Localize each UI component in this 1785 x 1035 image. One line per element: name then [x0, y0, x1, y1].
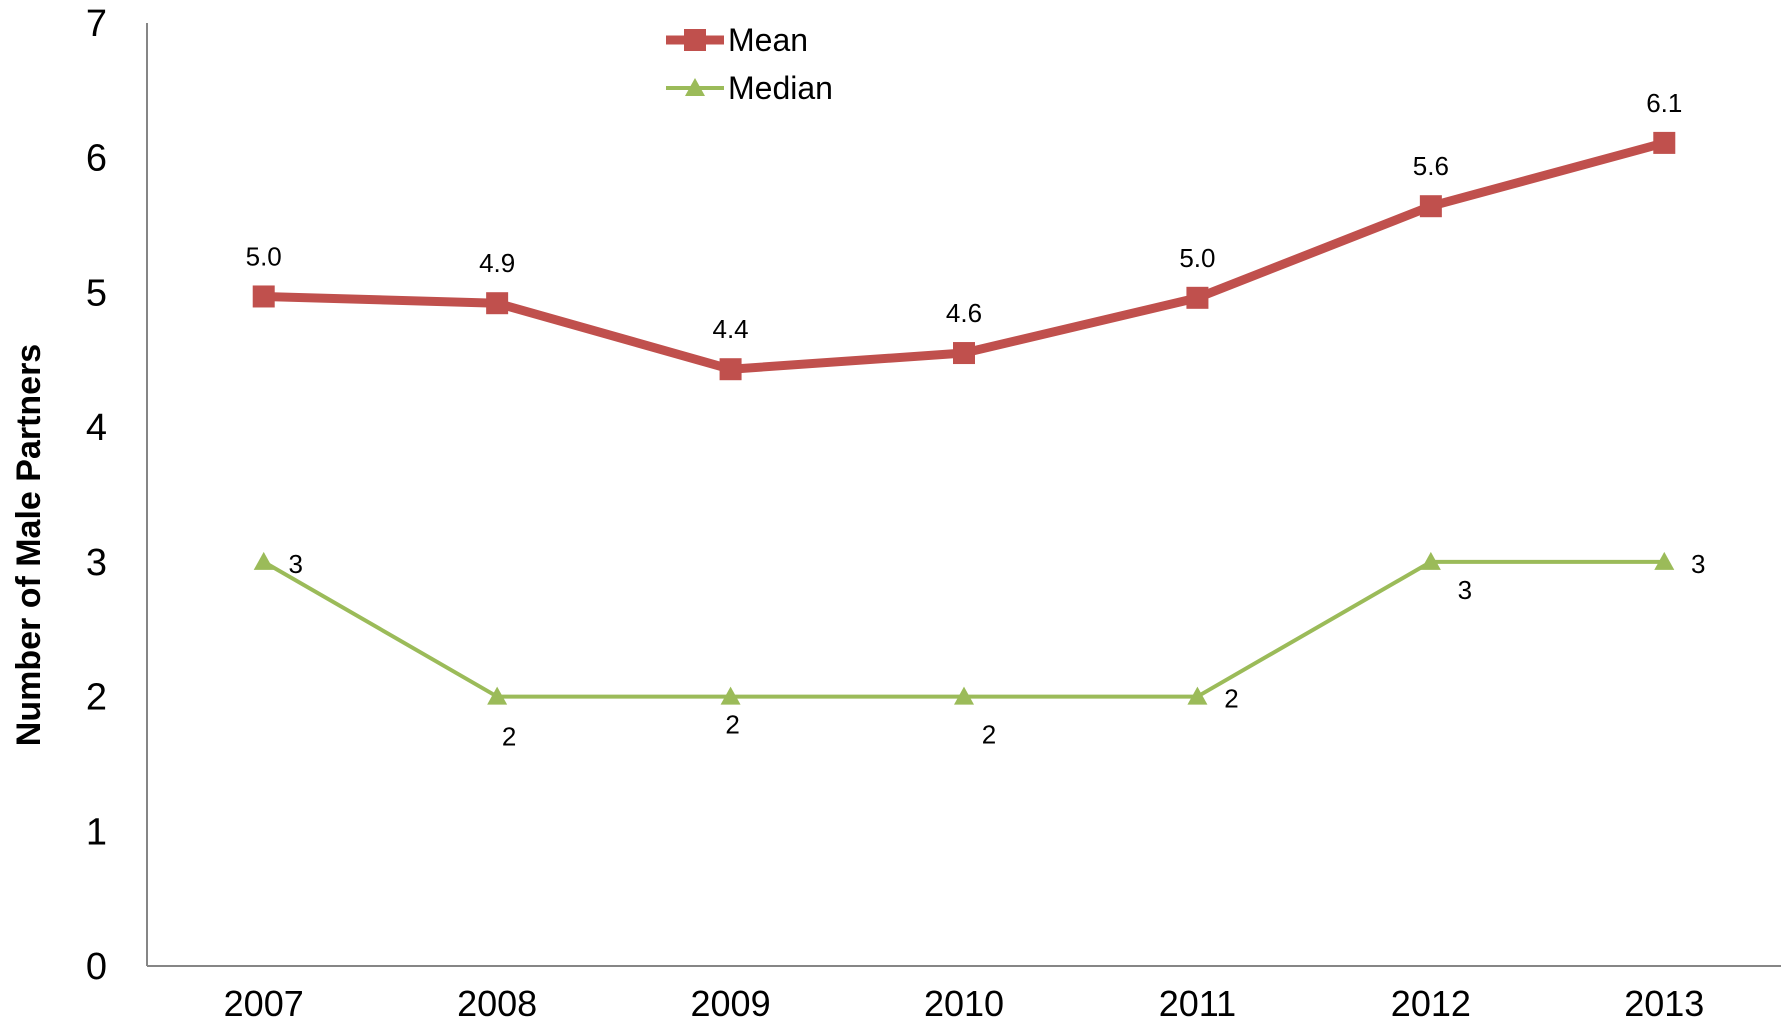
series-mean: 5.0 4.9 4.4 4.6 5.0 5.6 6.1: [246, 88, 1682, 381]
y-tick-label: 7: [86, 3, 107, 45]
x-tick-label: 2011: [1159, 983, 1236, 1024]
data-label: 3: [288, 549, 302, 579]
data-point-mean: [1186, 286, 1209, 309]
series-median: 3 2 2 2 2 3 3: [253, 549, 1706, 752]
legend-label: Mean: [728, 22, 808, 58]
data-label: 2: [502, 722, 516, 752]
legend: Mean Median: [666, 22, 833, 106]
y-axis-label: Number of Male Partners: [10, 344, 48, 746]
data-label: 4.6: [946, 298, 982, 328]
legend-item-mean: Mean: [666, 22, 808, 58]
data-label: 2: [1224, 684, 1238, 714]
data-label: 2: [725, 710, 739, 740]
legend-marker: [685, 78, 705, 96]
data-label: 5.0: [1179, 243, 1215, 273]
legend-label: Median: [728, 70, 833, 106]
data-point-median: [720, 686, 741, 705]
data-point-median: [1187, 686, 1208, 705]
legend-marker: [684, 29, 706, 51]
data-point-mean: [719, 358, 742, 381]
series-line-median: [262, 559, 1665, 699]
axes: [146, 23, 1781, 967]
legend-item-median: Median: [666, 70, 833, 106]
data-point-mean: [486, 292, 509, 315]
x-tick-label: 2013: [1624, 983, 1704, 1024]
data-point-mean: [953, 342, 975, 365]
data-label: 2: [982, 720, 996, 750]
data-label: 6.1: [1646, 88, 1682, 118]
data-label: 3: [1691, 549, 1705, 579]
x-tick-label: 2008: [457, 983, 537, 1024]
x-tick-label: 2012: [1391, 983, 1471, 1024]
y-tick-label: 6: [86, 138, 107, 180]
data-point-median: [1654, 551, 1675, 570]
data-label: 4.4: [712, 314, 748, 344]
x-ticks: 2007 2008 2009 2010 2011 2012 2013: [224, 983, 1705, 1024]
y-tick-label: 4: [86, 407, 107, 449]
data-label: 5.0: [246, 241, 282, 271]
data-point-mean: [1419, 195, 1442, 218]
data-label: 3: [1458, 575, 1472, 605]
series-layer: 5.0 4.9 4.4 4.6 5.0 5.6 6.1 3 2 2 2 2 3 3: [246, 88, 1706, 752]
x-tick-label: 2010: [924, 983, 1004, 1024]
data-label: 4.9: [479, 248, 515, 278]
data-label: 5.6: [1413, 151, 1449, 181]
series-line-mean: [263, 138, 1666, 374]
x-tick-label: 2009: [691, 983, 771, 1024]
y-tick-label: 2: [86, 677, 107, 719]
y-tick-label: 5: [86, 272, 107, 314]
data-point-mean: [252, 285, 275, 308]
data-point-median: [954, 686, 974, 705]
data-point-median: [1420, 551, 1441, 570]
data-point-median: [253, 551, 274, 570]
y-tick-label: 1: [86, 811, 107, 853]
y-ticks: 0 1 2 3 4 5 6 7: [86, 3, 107, 988]
y-tick-label: 0: [86, 946, 107, 988]
y-tick-label: 3: [86, 542, 107, 584]
data-point-median: [487, 686, 508, 705]
data-point-mean: [1653, 131, 1676, 154]
x-tick-label: 2007: [224, 983, 304, 1024]
